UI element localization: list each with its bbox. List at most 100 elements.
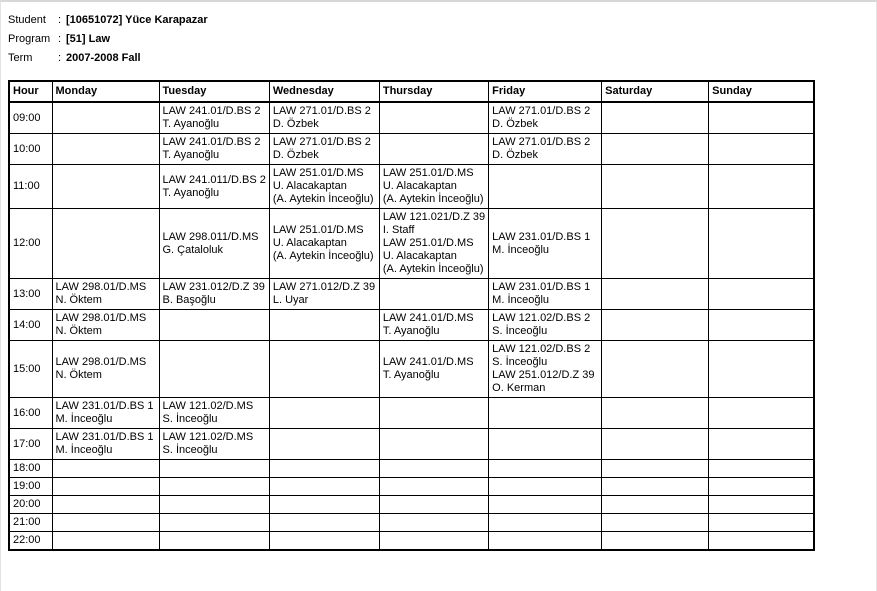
- cell-saturday-1700: [601, 428, 710, 460]
- column-header-hour: Hour: [8, 80, 53, 103]
- cell-saturday-1100: [601, 164, 710, 209]
- term-value: 2007-2008 Fall: [66, 52, 141, 64]
- cell-sunday-1100: [708, 164, 815, 209]
- cell-friday-1000: LAW 271.01/D.BS 2 D. Özbek: [488, 133, 603, 165]
- cell-monday-2000: [51, 495, 160, 514]
- cell-tuesday-1000: LAW 241.01/D.BS 2 T. Ayanoğlu: [158, 133, 270, 165]
- cell-monday-1700: LAW 231.01/D.BS 1 M. İnceoğlu: [51, 428, 160, 460]
- table-row-1600: 16:00 LAW 231.01/D.BS 1 M. İnceoğlu LAW 121…: [8, 397, 815, 429]
- cell-wednesday-1300: LAW 271.012/D.Z 39 L. Uyar: [268, 278, 380, 310]
- student-label: Student: [8, 14, 46, 26]
- cell-wednesday-1100: LAW 251.01/D.MS U. Alacakaptan (A. Aytekin…: [268, 164, 380, 209]
- cell-saturday-1000: [601, 133, 710, 165]
- cell-sunday-2100: [708, 513, 815, 532]
- column-header-saturday: Saturday: [601, 80, 710, 103]
- cell-sunday-1900: [708, 477, 815, 496]
- cell-saturday-0900: [601, 101, 710, 134]
- student-info-block: Student: [10651072] Yüce Karapazar Progra…: [8, 11, 876, 68]
- cell-tuesday-2000: [158, 495, 270, 514]
- schedule-table-body: 09:00 LAW 241.01/D.BS 2 T. Ayanoğlu LAW 27…: [8, 101, 815, 551]
- cell-sunday-1400: [708, 309, 815, 341]
- table-row-1000: 10:00 LAW 241.01/D.BS 2 T. Ayanoğlu LAW 27…: [8, 133, 815, 165]
- cell-thursday-1500: LAW 241.01/D.MS T. Ayanoğlu: [378, 340, 490, 398]
- cell-tuesday-1500: [158, 340, 270, 398]
- cell-monday-1300: LAW 298.01/D.MS N. Öktem: [51, 278, 160, 310]
- cell-thursday-2100: [378, 513, 490, 532]
- cell-sunday-0900: [708, 101, 815, 134]
- hour-cell-2200: 22:00: [8, 531, 53, 551]
- cell-thursday-1100: LAW 251.01/D.MS U. Alacakaptan (A. Aytekin…: [378, 164, 490, 209]
- cell-thursday-2000: [378, 495, 490, 514]
- hour-cell-1700: 17:00: [8, 428, 53, 460]
- cell-tuesday-2200: [158, 531, 270, 551]
- term-label: Term: [8, 52, 33, 64]
- column-header-thursday: Thursday: [378, 80, 490, 103]
- table-row-1300: 13:00 LAW 298.01/D.MS N. Öktem LAW 231.012/…: [8, 278, 815, 310]
- cell-thursday-2200: [378, 531, 490, 551]
- cell-friday-1600: [488, 397, 603, 429]
- table-row-0900: 09:00 LAW 241.01/D.BS 2 T. Ayanoğlu LAW 27…: [8, 101, 815, 134]
- cell-friday-1900: [488, 477, 603, 496]
- cell-sunday-1600: [708, 397, 815, 429]
- cell-wednesday-1200: LAW 251.01/D.MS U. Alacakaptan (A. Aytekin…: [268, 208, 380, 279]
- cell-thursday-1700: [378, 428, 490, 460]
- cell-friday-1800: [488, 459, 603, 478]
- hour-cell-2000: 20:00: [8, 495, 53, 514]
- table-row-2100: 21:00: [8, 513, 815, 532]
- schedule-table-head: Hour Monday Tuesday Wednesday Thursday Friday…: [8, 80, 815, 103]
- cell-friday-0900: LAW 271.01/D.BS 2 D. Özbek: [488, 101, 603, 134]
- program-colon: :: [58, 33, 62, 45]
- cell-thursday-1300: [378, 278, 490, 310]
- cell-wednesday-1000: LAW 271.01/D.BS 2 D. Özbek: [268, 133, 380, 165]
- cell-sunday-1300: [708, 278, 815, 310]
- cell-thursday-1000: [378, 133, 490, 165]
- cell-thursday-1800: [378, 459, 490, 478]
- cell-saturday-1600: [601, 397, 710, 429]
- cell-monday-1500: LAW 298.01/D.MS N. Öktem: [51, 340, 160, 398]
- cell-friday-2100: [488, 513, 603, 532]
- cell-friday-1300: LAW 231.01/D.BS 1 M. İnceoğlu: [488, 278, 603, 310]
- cell-wednesday-1800: [268, 459, 380, 478]
- cell-tuesday-1600: LAW 121.02/D.MS S. İnceoğlu: [158, 397, 270, 429]
- table-row-2200: 22:00: [8, 531, 815, 551]
- cell-friday-1500: LAW 121.02/D.BS 2 S. İnceoğlu LAW 251.012/…: [488, 340, 603, 398]
- cell-friday-1400: LAW 121.02/D.BS 2 S. İnceoğlu: [488, 309, 603, 341]
- cell-tuesday-1800: [158, 459, 270, 478]
- term-colon: :: [58, 52, 62, 64]
- program-label: Program: [8, 33, 51, 45]
- schedule-table: Hour Monday Tuesday Wednesday Thursday Friday…: [8, 80, 815, 551]
- hour-cell-1900: 19:00: [8, 477, 53, 496]
- cell-wednesday-2000: [268, 495, 380, 514]
- cell-wednesday-2100: [268, 513, 380, 532]
- cell-wednesday-0900: LAW 271.01/D.BS 2 D. Özbek: [268, 101, 380, 134]
- cell-monday-1100: [51, 164, 160, 209]
- column-header-sunday: Sunday: [708, 80, 815, 103]
- cell-sunday-1000: [708, 133, 815, 165]
- header-row: Hour Monday Tuesday Wednesday Thursday Friday…: [8, 80, 815, 103]
- student-colon: :: [58, 14, 62, 26]
- hour-cell-1200: 12:00: [8, 208, 53, 279]
- cell-monday-1200: [51, 208, 160, 279]
- term-info-row: Term:2007-2008 Fall: [8, 49, 876, 68]
- cell-monday-2200: [51, 531, 160, 551]
- table-row-1200: 12:00 LAW 298.011/D.MS G. Çataloluk LAW 25…: [8, 208, 815, 279]
- cell-wednesday-2200: [268, 531, 380, 551]
- cell-thursday-1900: [378, 477, 490, 496]
- cell-saturday-2100: [601, 513, 710, 532]
- cell-tuesday-1400: [158, 309, 270, 341]
- cell-sunday-2200: [708, 531, 815, 551]
- cell-friday-2000: [488, 495, 603, 514]
- cell-tuesday-1700: LAW 121.02/D.MS S. İnceoğlu: [158, 428, 270, 460]
- cell-sunday-1700: [708, 428, 815, 460]
- cell-sunday-1200: [708, 208, 815, 279]
- hour-cell-1800: 18:00: [8, 459, 53, 478]
- cell-saturday-1500: [601, 340, 710, 398]
- cell-wednesday-1400: [268, 309, 380, 341]
- column-header-wednesday: Wednesday: [268, 80, 380, 103]
- program-value: [51] Law: [66, 33, 111, 45]
- cell-saturday-1900: [601, 477, 710, 496]
- cell-monday-1000: [51, 133, 160, 165]
- hour-cell-0900: 09:00: [8, 101, 53, 134]
- table-row-1900: 19:00: [8, 477, 815, 496]
- cell-thursday-0900: [378, 101, 490, 134]
